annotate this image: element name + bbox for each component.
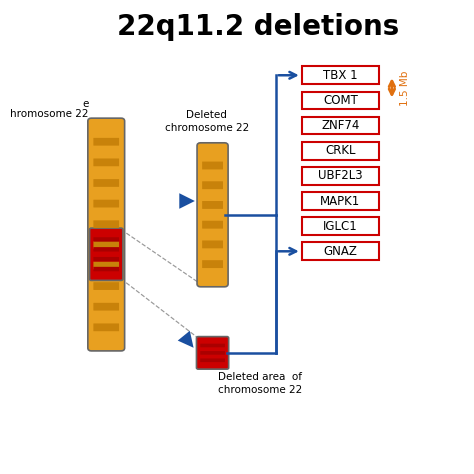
FancyBboxPatch shape (93, 220, 119, 228)
Text: CRKL: CRKL (325, 144, 356, 157)
Text: ZNF74: ZNF74 (321, 119, 360, 132)
Text: COMT: COMT (323, 94, 358, 107)
FancyBboxPatch shape (202, 240, 223, 248)
Text: 1.5 Mb: 1.5 Mb (400, 70, 410, 106)
FancyBboxPatch shape (93, 138, 119, 146)
FancyBboxPatch shape (301, 66, 379, 84)
FancyBboxPatch shape (93, 158, 119, 166)
FancyBboxPatch shape (93, 323, 119, 331)
Text: GNAZ: GNAZ (324, 245, 357, 258)
FancyBboxPatch shape (93, 247, 119, 252)
FancyBboxPatch shape (93, 237, 119, 242)
Text: IGLC1: IGLC1 (323, 219, 358, 233)
Text: 22q11.2 deletions: 22q11.2 deletions (118, 13, 400, 41)
Text: MAPK1: MAPK1 (320, 194, 361, 208)
FancyBboxPatch shape (301, 142, 379, 160)
FancyBboxPatch shape (301, 91, 379, 109)
FancyBboxPatch shape (202, 181, 223, 189)
FancyBboxPatch shape (200, 344, 225, 347)
FancyBboxPatch shape (90, 228, 123, 281)
FancyBboxPatch shape (88, 118, 125, 351)
FancyBboxPatch shape (197, 143, 228, 287)
FancyBboxPatch shape (301, 167, 379, 185)
FancyBboxPatch shape (202, 221, 223, 228)
FancyBboxPatch shape (93, 267, 119, 271)
FancyBboxPatch shape (200, 358, 225, 362)
FancyBboxPatch shape (93, 303, 119, 310)
FancyBboxPatch shape (93, 282, 119, 290)
FancyBboxPatch shape (93, 262, 119, 269)
FancyBboxPatch shape (301, 217, 379, 235)
FancyBboxPatch shape (93, 257, 119, 261)
Text: UBF2L3: UBF2L3 (318, 169, 363, 182)
FancyBboxPatch shape (93, 179, 119, 187)
FancyBboxPatch shape (202, 260, 223, 268)
Text: Deleted
chromosome 22: Deleted chromosome 22 (164, 110, 249, 134)
FancyBboxPatch shape (93, 241, 119, 249)
Text: TBX 1: TBX 1 (323, 69, 358, 82)
Text: hromosome 22: hromosome 22 (10, 109, 89, 118)
FancyBboxPatch shape (301, 117, 379, 135)
FancyBboxPatch shape (93, 200, 119, 208)
FancyBboxPatch shape (197, 337, 228, 369)
Text: Deleted area  of
chromosome 22: Deleted area of chromosome 22 (219, 372, 302, 395)
FancyBboxPatch shape (301, 192, 379, 210)
FancyBboxPatch shape (200, 351, 225, 355)
Text: e: e (82, 99, 89, 109)
FancyBboxPatch shape (202, 201, 223, 209)
FancyBboxPatch shape (202, 162, 223, 169)
FancyBboxPatch shape (301, 242, 379, 260)
